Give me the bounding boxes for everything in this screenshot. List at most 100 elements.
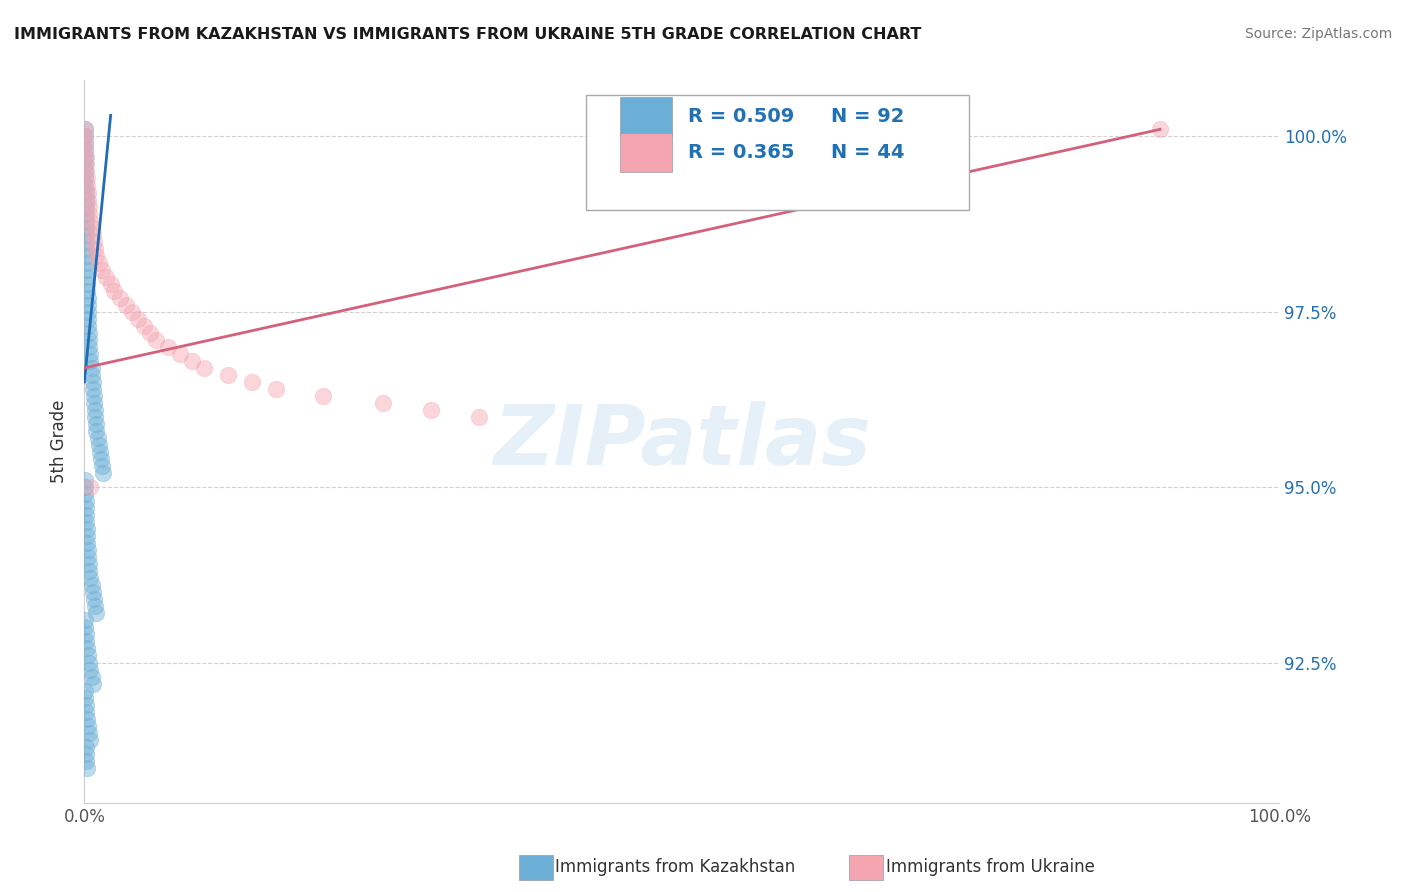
Point — [139, 326, 162, 340]
Point — [80, 220, 103, 235]
Point — [127, 311, 149, 326]
Point — [115, 298, 138, 312]
Point — [82, 382, 104, 396]
Point — [240, 375, 263, 389]
Point — [75, 754, 97, 768]
Point — [76, 761, 98, 775]
Point — [80, 578, 103, 592]
Point — [76, 522, 98, 536]
Point — [75, 494, 97, 508]
Point — [93, 466, 115, 480]
Text: Immigrants from Ukraine: Immigrants from Ukraine — [886, 858, 1095, 876]
Point — [76, 284, 98, 298]
Point — [110, 291, 132, 305]
FancyBboxPatch shape — [620, 97, 672, 136]
Point — [84, 242, 107, 256]
Point — [76, 255, 98, 269]
Point — [77, 550, 100, 565]
Point — [76, 641, 98, 656]
Text: Source: ZipAtlas.com: Source: ZipAtlas.com — [1244, 27, 1392, 41]
Point — [75, 220, 97, 235]
Y-axis label: 5th Grade: 5th Grade — [51, 400, 69, 483]
Point — [1149, 122, 1171, 136]
Point — [75, 627, 97, 641]
Point — [75, 151, 97, 165]
Point — [79, 480, 101, 494]
Point — [77, 186, 100, 200]
Point — [77, 543, 100, 558]
Point — [75, 739, 97, 754]
Point — [100, 277, 122, 291]
Text: N = 44: N = 44 — [831, 143, 905, 162]
Point — [73, 480, 96, 494]
Point — [84, 409, 107, 424]
Point — [145, 333, 167, 347]
Point — [87, 255, 110, 269]
Point — [83, 396, 105, 410]
Point — [73, 487, 96, 501]
Point — [86, 249, 108, 263]
Point — [169, 347, 191, 361]
Point — [77, 558, 100, 572]
Point — [373, 396, 395, 410]
Point — [89, 445, 111, 459]
Point — [181, 354, 204, 368]
Point — [75, 242, 97, 256]
Point — [103, 284, 125, 298]
Point — [75, 747, 97, 761]
Point — [76, 712, 98, 726]
Point — [77, 318, 100, 333]
Point — [79, 663, 101, 677]
Point — [73, 144, 96, 158]
Point — [90, 452, 112, 467]
Point — [77, 206, 100, 220]
Point — [76, 178, 98, 193]
Point — [77, 718, 100, 732]
Point — [80, 360, 103, 375]
Point — [86, 431, 108, 445]
Point — [132, 318, 156, 333]
Point — [86, 607, 108, 621]
Point — [73, 690, 96, 705]
Point — [420, 403, 443, 417]
Point — [82, 585, 104, 599]
Point — [75, 235, 97, 249]
Text: IMMIGRANTS FROM KAZAKHSTAN VS IMMIGRANTS FROM UKRAINE 5TH GRADE CORRELATION CHAR: IMMIGRANTS FROM KAZAKHSTAN VS IMMIGRANTS… — [14, 27, 921, 42]
Point — [75, 508, 97, 523]
Point — [75, 193, 97, 207]
Point — [77, 291, 100, 305]
Point — [121, 305, 143, 319]
Point — [76, 529, 98, 543]
Point — [83, 592, 105, 607]
Point — [79, 354, 101, 368]
Point — [73, 171, 96, 186]
Point — [193, 360, 215, 375]
Point — [73, 144, 96, 158]
Point — [82, 676, 104, 690]
Point — [75, 200, 97, 214]
FancyBboxPatch shape — [586, 95, 969, 211]
Point — [77, 193, 100, 207]
Point — [75, 705, 97, 719]
Point — [80, 368, 103, 382]
Point — [73, 129, 96, 144]
Point — [77, 656, 100, 670]
Point — [76, 262, 98, 277]
Point — [79, 213, 101, 227]
Point — [217, 368, 239, 382]
Point — [73, 683, 96, 698]
Point — [73, 473, 96, 487]
Point — [82, 375, 104, 389]
Point — [77, 340, 100, 354]
Point — [83, 235, 105, 249]
Point — [76, 249, 98, 263]
Point — [75, 634, 97, 648]
Point — [75, 213, 97, 227]
Point — [82, 227, 104, 242]
Point — [312, 389, 335, 403]
Text: Immigrants from Kazakhstan: Immigrants from Kazakhstan — [555, 858, 796, 876]
Point — [73, 129, 96, 144]
Point — [77, 200, 100, 214]
Point — [75, 206, 97, 220]
Point — [77, 326, 100, 340]
